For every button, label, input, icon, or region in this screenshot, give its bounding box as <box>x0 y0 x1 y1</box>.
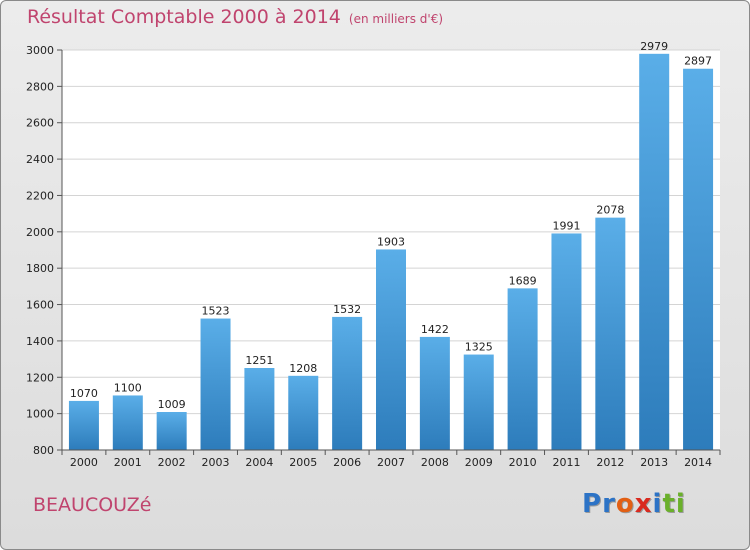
bar <box>551 233 582 450</box>
bar <box>507 288 538 450</box>
y-tick-label: 1000 <box>26 408 54 421</box>
bars: 1070 1100 1009 1523 1251 1208 1532 1903 1422 1325… <box>68 40 714 451</box>
bar <box>68 400 99 450</box>
x-tick-label: 2012 <box>596 456 624 469</box>
logo-letter: r <box>602 489 616 519</box>
bar <box>112 395 143 450</box>
data-label: 1251 <box>245 354 273 367</box>
logo-letter: ti <box>662 489 686 519</box>
y-tick-label: 1400 <box>26 335 54 348</box>
data-label: 1903 <box>377 235 405 248</box>
x-tick-label: 2014 <box>684 456 712 469</box>
logo-letter: P <box>582 489 603 519</box>
y-axis: 800 1000 1200 1400 1600 1800 2000 2200 2400 2600 2… <box>26 44 63 457</box>
y-tick-label: 800 <box>33 444 54 457</box>
data-label: 1325 <box>465 341 493 354</box>
y-tick-label: 1600 <box>26 299 54 312</box>
x-axis: 2000 2001 2002 2003 2004 2005 2006 2007 2008 2009… <box>61 449 721 469</box>
data-label: 1422 <box>421 323 449 336</box>
bar <box>244 368 275 450</box>
chart-subtitle: (en milliers d'€) <box>348 12 444 26</box>
x-tick-label: 2006 <box>333 456 361 469</box>
bar <box>332 316 363 450</box>
bar <box>288 375 319 450</box>
data-label: 1070 <box>70 387 98 400</box>
bar <box>376 249 406 450</box>
data-label: 2078 <box>596 204 624 217</box>
bar <box>595 217 626 450</box>
data-label: 1208 <box>289 362 317 375</box>
bar <box>419 336 450 450</box>
y-tick-label: 1800 <box>26 262 54 275</box>
chart-title: Résultat Comptable 2000 à 2014 (en millie… <box>27 6 443 28</box>
bar <box>200 318 231 450</box>
x-tick-label: 2004 <box>245 456 273 469</box>
x-tick-label: 2011 <box>552 456 580 469</box>
data-label: 1100 <box>114 381 142 394</box>
bar <box>683 68 714 451</box>
y-tick-label: 2400 <box>26 153 54 166</box>
x-tick-label: 2001 <box>114 456 142 469</box>
x-tick-label: 2008 <box>421 456 449 469</box>
logo-letter: o <box>615 489 635 519</box>
data-label: 2897 <box>684 55 712 68</box>
y-tick-label: 1200 <box>26 371 54 384</box>
x-tick-label: 2013 <box>640 456 668 469</box>
x-tick-label: 2002 <box>158 456 186 469</box>
location-name: BEAUCOUZé <box>33 494 152 516</box>
logo-letter: i <box>652 489 663 519</box>
data-label: 1991 <box>552 219 580 232</box>
logo-letter: x <box>634 489 653 519</box>
y-tick-label: 2000 <box>26 226 54 239</box>
bar <box>463 354 494 450</box>
chart-title-text: Résultat Comptable 2000 à 2014 <box>27 6 341 28</box>
x-tick-label: 2009 <box>465 456 493 469</box>
data-label: 1532 <box>333 303 361 316</box>
y-tick-label: 2600 <box>26 117 54 130</box>
x-tick-label: 2007 <box>377 456 405 469</box>
data-label: 1689 <box>509 274 537 287</box>
x-tick-label: 2010 <box>509 456 537 469</box>
y-tick-label: 3000 <box>26 44 54 57</box>
y-tick-label: 2200 <box>26 189 54 202</box>
data-label: 1523 <box>202 305 230 318</box>
bar <box>639 53 670 451</box>
y-tick-label: 2800 <box>26 80 54 93</box>
data-label: 2979 <box>640 40 668 53</box>
bar <box>156 412 187 450</box>
x-tick-label: 2000 <box>70 456 98 469</box>
proxiti-logo[interactable]: Proxiti <box>582 489 686 519</box>
x-tick-label: 2005 <box>289 456 317 469</box>
data-label: 1009 <box>158 398 186 411</box>
x-tick-label: 2003 <box>202 456 230 469</box>
